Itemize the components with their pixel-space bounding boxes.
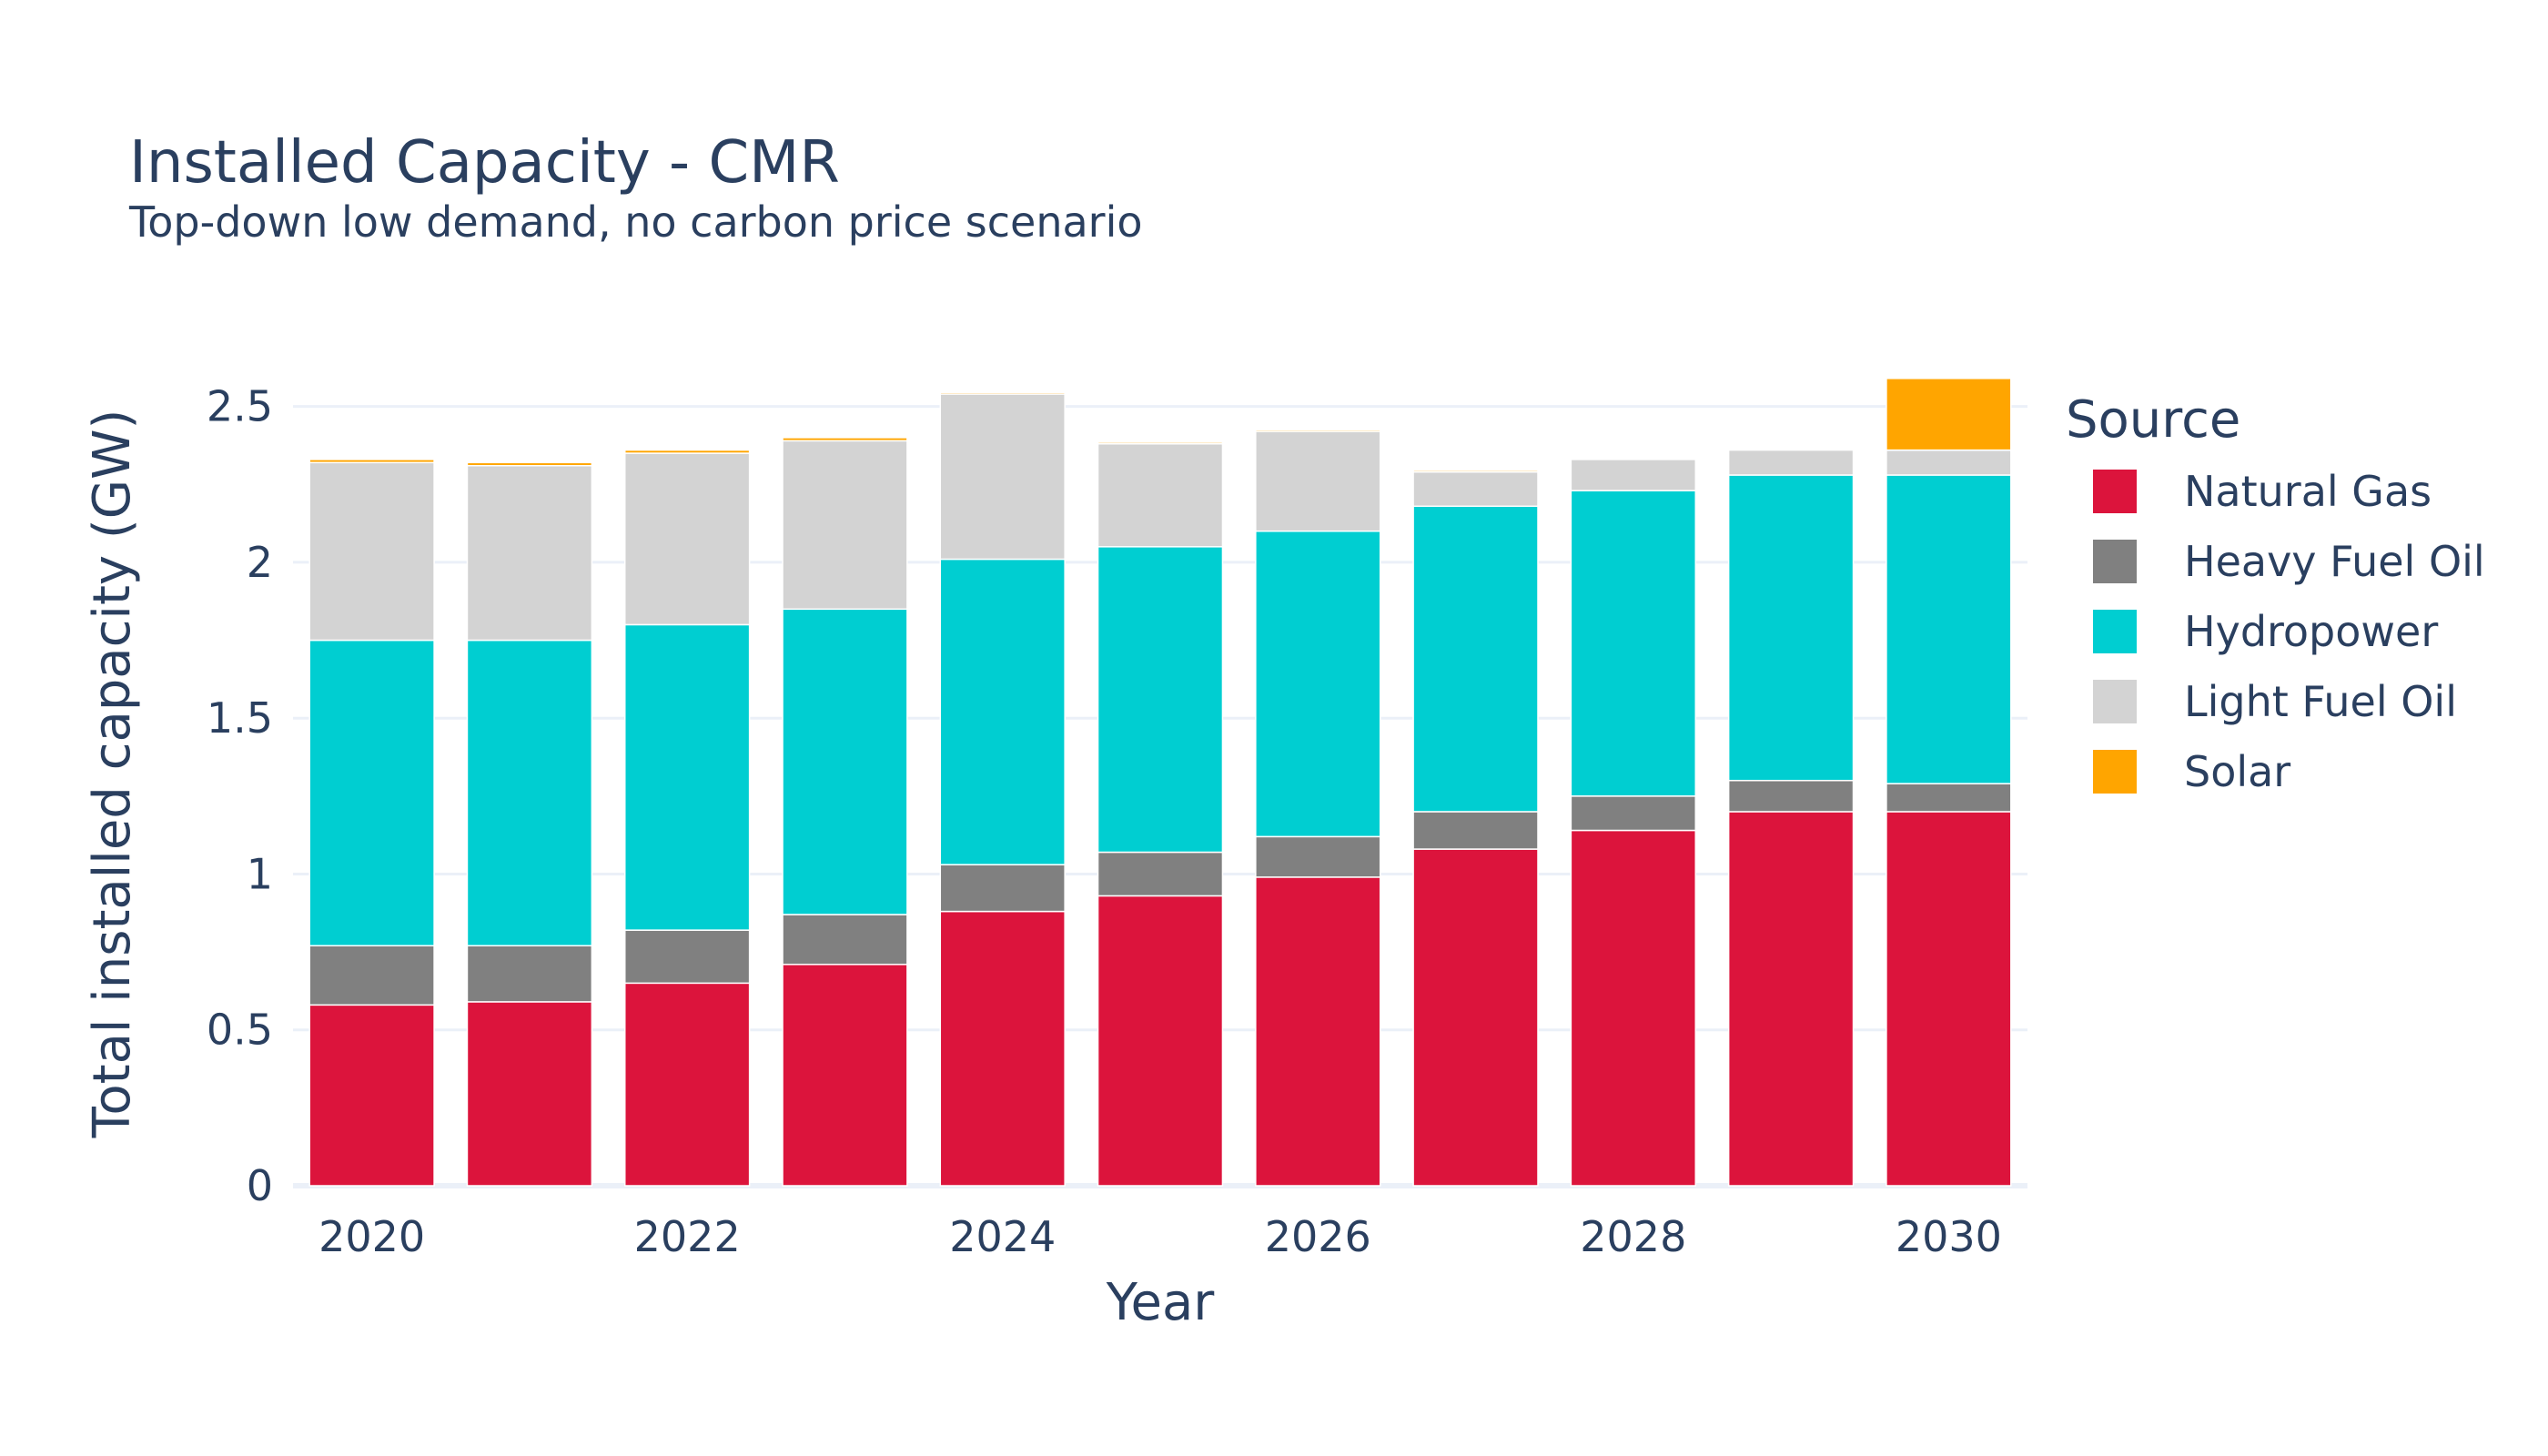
y-axis-title: Total installed capacity (GW) xyxy=(83,410,142,1139)
x-tick-label: 2028 xyxy=(1580,1212,1686,1261)
bar-segment-solar[interactable] xyxy=(1412,470,1539,473)
legend-label[interactable]: Natural Gas xyxy=(2184,467,2432,516)
bar-segment-heavy-fuel-oil[interactable] xyxy=(782,914,908,966)
bar-segment-light-fuel-oil[interactable] xyxy=(939,393,1066,561)
bar-segment-hydropower[interactable] xyxy=(1570,490,1697,797)
bar-segment-heavy-fuel-oil[interactable] xyxy=(466,945,593,1003)
bar-segment-heavy-fuel-oil[interactable] xyxy=(623,929,751,985)
bar-segment-hydropower[interactable] xyxy=(308,639,435,946)
x-tick-label: 2030 xyxy=(1896,1212,2002,1261)
bar-segment-solar[interactable] xyxy=(939,391,1066,395)
x-tick-label: 2020 xyxy=(318,1212,425,1261)
bar-segment-hydropower[interactable] xyxy=(466,639,593,946)
bar-segment-heavy-fuel-oil[interactable] xyxy=(1412,811,1539,850)
bar-segment-light-fuel-oil[interactable] xyxy=(623,452,751,626)
bar-segment-natural-gas[interactable] xyxy=(939,910,1066,1187)
bar-segment-solar[interactable] xyxy=(623,449,751,454)
legend-label[interactable]: Light Fuel Oil xyxy=(2184,677,2457,726)
y-axis-ticks: 0 0.5 1 1.5 2 2.5 xyxy=(207,382,273,1210)
bar-segment-light-fuel-oil[interactable] xyxy=(1097,443,1224,548)
bar-segment-light-fuel-oil[interactable] xyxy=(1886,449,2012,476)
bar-segment-hydropower[interactable] xyxy=(1727,474,1855,782)
bar-segment-heavy-fuel-oil[interactable] xyxy=(939,864,1066,913)
bar-segment-light-fuel-oil[interactable] xyxy=(782,440,908,611)
bar-segment-light-fuel-oil[interactable] xyxy=(1727,449,1855,476)
y-tick-label: 2.5 xyxy=(207,382,273,431)
bar-segment-solar[interactable] xyxy=(1097,441,1224,445)
chart-title: Installed Capacity - CMR xyxy=(129,129,840,197)
bar-segment-heavy-fuel-oil[interactable] xyxy=(1886,783,2012,813)
bar-segment-hydropower[interactable] xyxy=(623,623,751,931)
bar-segment-hydropower[interactable] xyxy=(939,558,1066,865)
legend: Source Natural Gas Heavy Fuel Oil Hydropow… xyxy=(2066,390,2485,796)
legend-swatch[interactable] xyxy=(2093,470,2137,513)
bar-segment-natural-gas[interactable] xyxy=(1255,876,1381,1187)
bar-segment-natural-gas[interactable] xyxy=(1886,811,2012,1187)
legend-label[interactable]: Hydropower xyxy=(2184,607,2438,656)
bar-segment-natural-gas[interactable] xyxy=(1097,895,1224,1187)
y-tick-label: 0.5 xyxy=(207,1006,273,1055)
legend-swatch[interactable] xyxy=(2093,540,2137,583)
y-tick-label: 2 xyxy=(247,538,273,587)
bar-segment-heavy-fuel-oil[interactable] xyxy=(308,945,435,1006)
bar-segment-light-fuel-oil[interactable] xyxy=(1412,470,1539,508)
bar-segment-solar[interactable] xyxy=(308,459,435,464)
bar-segment-light-fuel-oil[interactable] xyxy=(308,461,435,642)
legend-swatch[interactable] xyxy=(2093,610,2137,653)
bar-segment-hydropower[interactable] xyxy=(782,608,908,915)
legend-items: Natural Gas Heavy Fuel Oil Hydropower Light… xyxy=(2093,467,2485,796)
bars xyxy=(308,378,2012,1187)
bar-segment-solar[interactable] xyxy=(466,461,593,467)
bar-segment-light-fuel-oil[interactable] xyxy=(1570,459,1697,491)
bar-segment-hydropower[interactable] xyxy=(1255,530,1381,838)
x-axis-title: Year xyxy=(1106,1273,1216,1332)
bar-segment-natural-gas[interactable] xyxy=(623,982,751,1187)
bar-segment-solar[interactable] xyxy=(782,437,908,442)
bar-segment-natural-gas[interactable] xyxy=(1727,811,1855,1187)
legend-label[interactable]: Solar xyxy=(2184,747,2290,796)
y-tick-label: 1 xyxy=(247,849,273,898)
bar-segment-hydropower[interactable] xyxy=(1097,546,1224,854)
y-tick-label: 0 xyxy=(247,1161,273,1210)
bar-segment-solar[interactable] xyxy=(1255,429,1381,432)
bar-segment-natural-gas[interactable] xyxy=(1412,848,1539,1187)
bar-segment-natural-gas[interactable] xyxy=(308,1004,435,1187)
x-tick-label: 2024 xyxy=(949,1212,1056,1261)
legend-label[interactable]: Heavy Fuel Oil xyxy=(2184,537,2485,586)
bar-segment-heavy-fuel-oil[interactable] xyxy=(1097,851,1224,897)
legend-swatch[interactable] xyxy=(2093,680,2137,723)
bar-segment-natural-gas[interactable] xyxy=(1570,829,1697,1187)
bar-segment-heavy-fuel-oil[interactable] xyxy=(1255,835,1381,878)
bar-segment-light-fuel-oil[interactable] xyxy=(1255,430,1381,532)
y-tick-label: 1.5 xyxy=(207,693,273,743)
x-axis-ticks: 2020 2022 2024 2026 2028 2030 xyxy=(318,1212,2002,1261)
bar-segment-hydropower[interactable] xyxy=(1412,505,1539,813)
bar-segment-hydropower[interactable] xyxy=(1886,474,2012,784)
bar-segment-heavy-fuel-oil[interactable] xyxy=(1570,795,1697,832)
bar-segment-light-fuel-oil[interactable] xyxy=(466,464,593,642)
x-tick-label: 2026 xyxy=(1265,1212,1371,1261)
legend-swatch[interactable] xyxy=(2093,750,2137,794)
legend-title: Source xyxy=(2066,390,2240,450)
bar-segment-heavy-fuel-oil[interactable] xyxy=(1727,779,1855,813)
bar-segment-natural-gas[interactable] xyxy=(466,1001,593,1187)
bar-segment-natural-gas[interactable] xyxy=(782,964,908,1187)
x-tick-label: 2022 xyxy=(634,1212,741,1261)
bar-segment-solar[interactable] xyxy=(1886,378,2012,451)
chart-subtitle: Top-down low demand, no carbon price sce… xyxy=(128,197,1143,247)
